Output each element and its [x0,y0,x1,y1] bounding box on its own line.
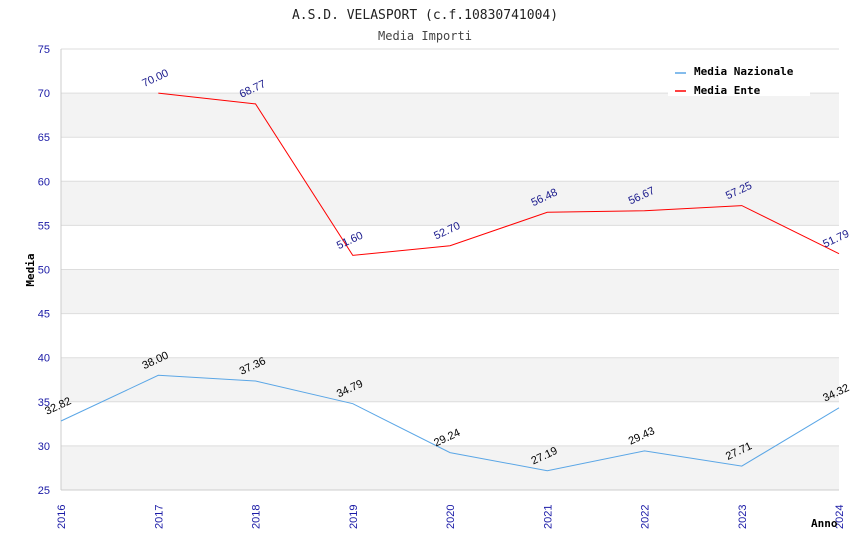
gridlines [60,48,839,491]
x-tick-label: 2016 [56,505,68,529]
legend-label-media-ente: Media Ente [694,84,761,97]
legend: Media Nazionale Media Ente [668,60,810,97]
series-line-media-ente [158,92,840,256]
series-lines [60,92,840,472]
plot-band [61,269,839,314]
legend-label-media-nazionale: Media Nazionale [694,65,794,78]
plot-band [61,313,839,358]
plot-band [61,401,839,446]
x-tick-label: 2023 [737,505,749,529]
plot-band [61,181,839,226]
x-tick-label: 2022 [640,505,652,529]
x-tick-label: 2021 [542,505,554,529]
y-axis-label: Media [24,253,37,286]
x-axis-ticks: 2016 2017 2018 2019 2020 2021 2022 2023 2024 [56,505,846,529]
y-tick-label: 35 [38,397,50,409]
y-tick-label: 45 [38,309,50,321]
y-tick-label: 70 [38,88,50,100]
plot-band [61,225,839,270]
chart-title: A.S.D. VELASPORT (c.f.10830741004) [292,8,558,23]
chart-subtitle: Media Importi [378,29,472,43]
y-tick-label: 65 [38,132,50,144]
x-tick-label: 2020 [445,505,457,529]
y-axis-ticks: 25 30 35 40 45 50 55 60 65 70 75 [38,44,50,497]
plot-band [61,137,839,182]
plot-band [61,357,839,402]
series-line-media-nazionale [60,374,840,472]
legend-box [668,60,810,96]
y-tick-label: 55 [38,220,50,232]
plot-band [61,93,839,138]
plot-band [61,445,839,490]
y-tick-label: 40 [38,353,50,365]
y-tick-label: 30 [38,441,50,453]
y-tick-label: 75 [38,44,50,56]
plot-bands [61,49,839,490]
x-tick-label: 2018 [251,505,263,529]
x-tick-label: 2024 [834,505,846,529]
x-tick-label: 2017 [153,505,165,529]
y-tick-label: 25 [38,485,50,497]
x-tick-label: 2019 [348,505,360,529]
x-axis-label: Anno [811,517,838,530]
y-tick-label: 60 [38,176,50,188]
y-tick-label: 50 [38,265,50,277]
